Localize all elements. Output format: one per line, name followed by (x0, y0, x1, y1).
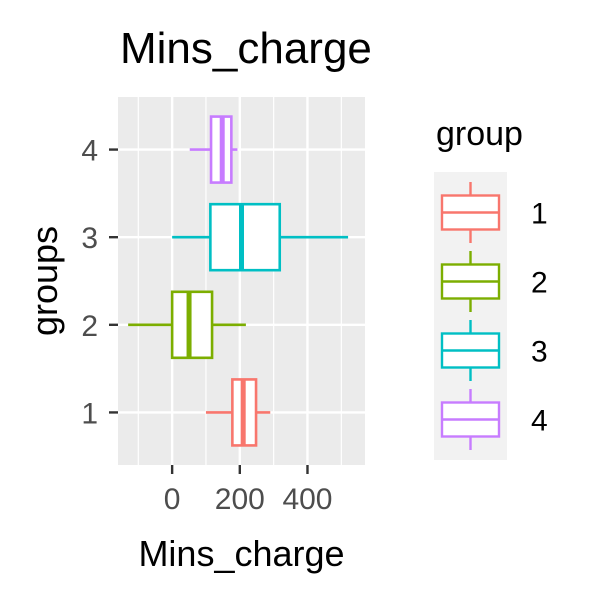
box-group-2 (128, 290, 246, 360)
legend-label: 3 (531, 336, 548, 369)
y-tick-label: 3 (81, 222, 98, 255)
box (209, 202, 282, 272)
legend: group 1 2 3 4 (434, 115, 548, 460)
legend-key-2: 2 (440, 251, 548, 312)
legend-label: 4 (531, 405, 548, 438)
x-axis-title: Mins_charge (138, 533, 344, 574)
legend-title: group (436, 115, 523, 153)
legend-label: 1 (531, 198, 548, 231)
boxes (128, 115, 349, 447)
box-group-1 (205, 378, 271, 447)
legend-keys: 1 2 3 4 (434, 172, 548, 460)
x-tick-label: 0 (164, 483, 181, 516)
legend-key-3: 3 (440, 320, 548, 381)
chart-title: Mins_charge (120, 24, 372, 73)
x-tick-label: 200 (215, 483, 265, 516)
y-tick-label: 4 (81, 135, 98, 168)
y-axis-title: groups (24, 226, 65, 336)
y-tick-label: 1 (81, 397, 98, 430)
box (170, 290, 214, 360)
x-tick-label: 400 (282, 483, 332, 516)
legend-label: 2 (531, 267, 548, 300)
legend-key-4: 4 (440, 389, 548, 450)
legend-key-1: 1 (440, 182, 548, 243)
y-tick-label: 2 (81, 310, 98, 343)
box-group-4 (189, 115, 238, 184)
box-group-3 (172, 202, 349, 272)
axes: 1 2 3 4 0 200 400 (81, 135, 332, 516)
